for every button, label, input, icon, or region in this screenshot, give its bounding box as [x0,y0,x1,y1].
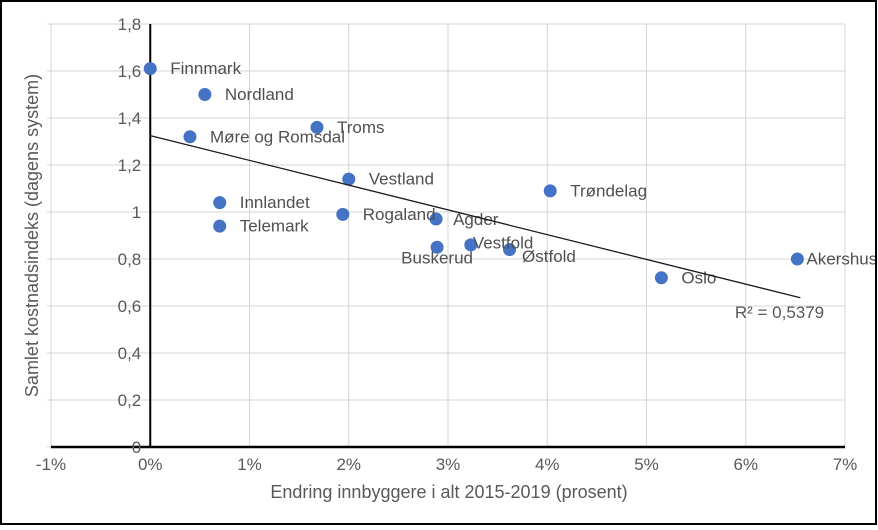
y-tick-label: 0 [132,438,141,457]
point-label: Vestland [369,170,434,189]
data-point-vestfold [464,238,478,252]
x-axis-title: Endring innbyggere i alt 2015-2019 (pros… [270,482,627,502]
y-axis-title: Samlet kostnadsindeks (dagens system) [22,74,42,397]
data-point-oslo [654,271,668,285]
y-tick-label: 1,4 [118,109,142,128]
data-point-finnmark [143,62,157,76]
y-tick-label: 1,6 [118,62,142,81]
trendline [150,134,801,299]
y-tick-label: 1,2 [118,156,142,175]
x-tick-label: 2% [336,455,361,474]
data-point-vestland [342,172,356,186]
x-tick-label: 0% [138,455,163,474]
x-tick-label: -1% [36,455,66,474]
data-point-agder [429,212,443,226]
data-point-rogaland [336,207,350,221]
point-label: Finnmark [170,59,241,78]
data-point--stfold [503,243,517,257]
data-point-troms [310,120,324,134]
data-point-innlandet [213,196,227,210]
r-squared-label: R² = 0,5379 [735,303,824,322]
point-label: Rogaland [363,205,436,224]
x-tick-label: 1% [237,455,262,474]
point-label: Østfold [522,247,576,266]
y-tick-label: 0,2 [118,391,142,410]
x-tick-label: 4% [535,455,560,474]
x-tick-label: 7% [833,455,858,474]
point-label: Møre og Romsdal [210,127,345,146]
data-point-telemark [213,219,227,233]
data-point-m-re-og-romsdal [183,130,197,144]
point-label: Telemark [240,217,309,236]
y-tick-label: 0,8 [118,250,142,269]
point-label: Troms [337,118,385,137]
y-tick-label: 1 [132,203,141,222]
x-tick-label: 3% [436,455,461,474]
data-point-akershus [790,252,804,266]
data-point-buskerud [430,240,444,254]
x-tick-label: 5% [634,455,659,474]
y-tick-label: 0,4 [118,344,142,363]
x-tick-label: 6% [733,455,758,474]
point-label: Innlandet [240,193,310,212]
data-point-tr-ndelag [543,184,557,198]
point-label: Trøndelag [570,181,647,200]
data-point-nordland [198,88,212,101]
point-label: Buskerud [401,248,473,267]
point-label: Nordland [225,85,294,104]
point-label: Oslo [681,268,716,287]
y-tick-label: 0,6 [118,297,142,316]
point-label: Akershus [806,250,877,269]
point-label: Agder [453,210,499,229]
point-label: Vestfold [473,233,534,252]
y-tick-label: 1,8 [118,15,142,34]
